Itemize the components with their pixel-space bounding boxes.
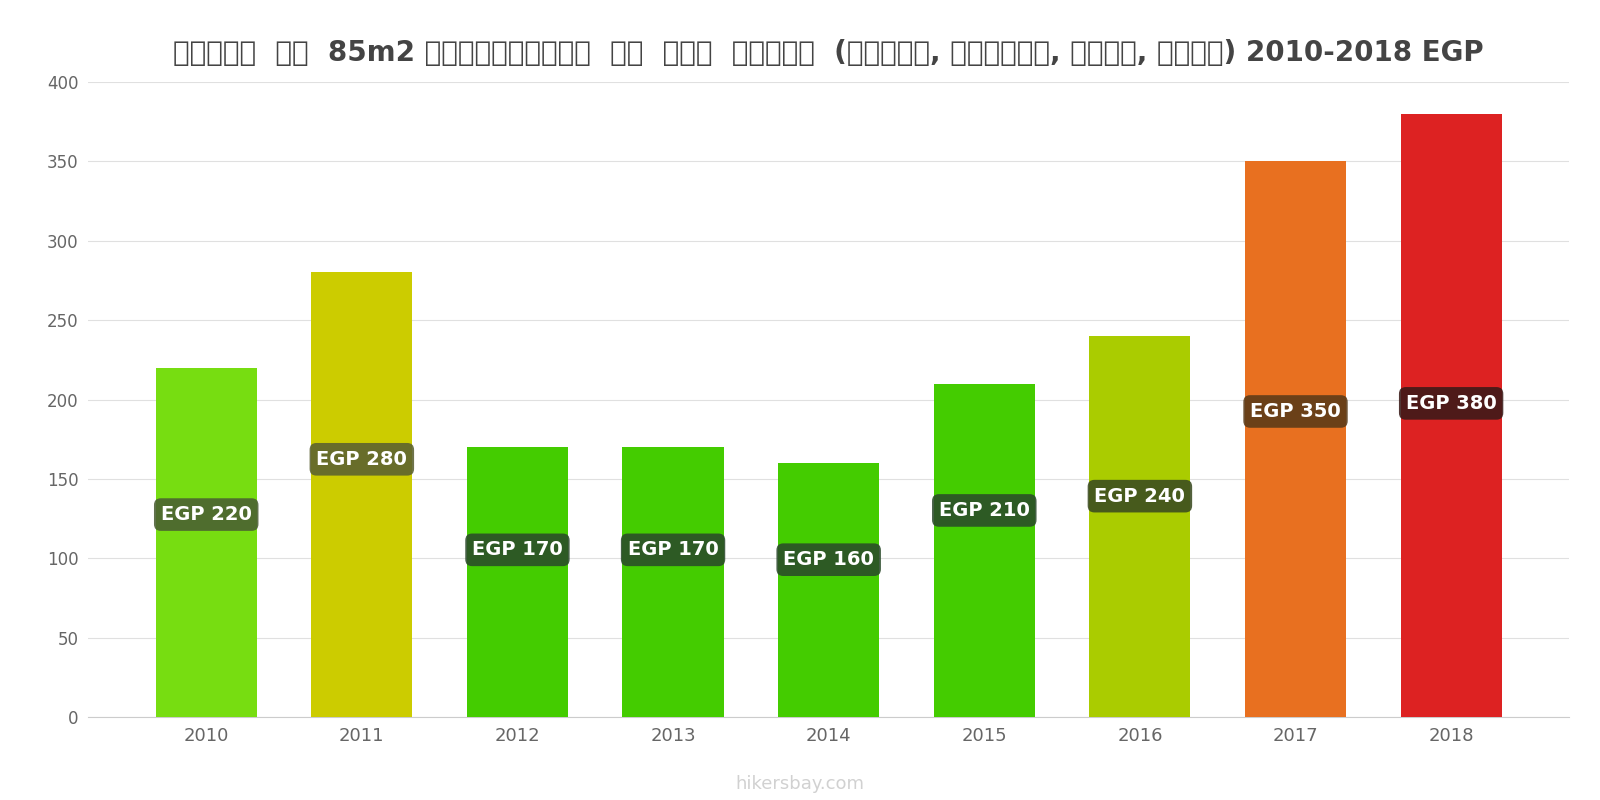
Bar <box>1245 162 1346 718</box>
Text: EGP 160: EGP 160 <box>784 550 874 569</box>
Text: hikersbay.com: hikersbay.com <box>736 775 864 793</box>
Bar <box>778 463 880 718</box>
Title: मिस्र  एक  85m2 अपार्टमेंट  के  लिए  शुल्क  (बिजली, हीटिंग, पानी, कचरा) 2010-201: मिस्र एक 85m2 अपार्टमेंट के लिए शुल्क (ब… <box>173 39 1483 67</box>
Bar <box>1400 114 1502 718</box>
Text: EGP 170: EGP 170 <box>627 540 718 559</box>
Text: EGP 240: EGP 240 <box>1094 486 1186 506</box>
Bar <box>467 447 568 718</box>
Text: EGP 170: EGP 170 <box>472 540 563 559</box>
Text: EGP 280: EGP 280 <box>317 450 408 469</box>
Bar <box>622 447 723 718</box>
Text: EGP 210: EGP 210 <box>939 501 1030 520</box>
Bar <box>934 384 1035 718</box>
Text: EGP 220: EGP 220 <box>160 505 251 524</box>
Text: EGP 380: EGP 380 <box>1406 394 1496 413</box>
Bar <box>155 368 256 718</box>
Text: EGP 350: EGP 350 <box>1250 402 1341 421</box>
Bar <box>1090 336 1190 718</box>
Bar <box>312 273 413 718</box>
